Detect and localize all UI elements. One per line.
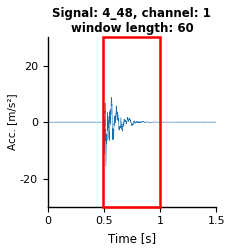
X-axis label: Time [s]: Time [s]: [107, 232, 155, 245]
Y-axis label: Acc. [m/s²]: Acc. [m/s²]: [7, 94, 17, 150]
Bar: [102, 38, 159, 207]
Title: Signal: 4_48, channel: 1
window length: 60: Signal: 4_48, channel: 1 window length: …: [52, 7, 210, 35]
